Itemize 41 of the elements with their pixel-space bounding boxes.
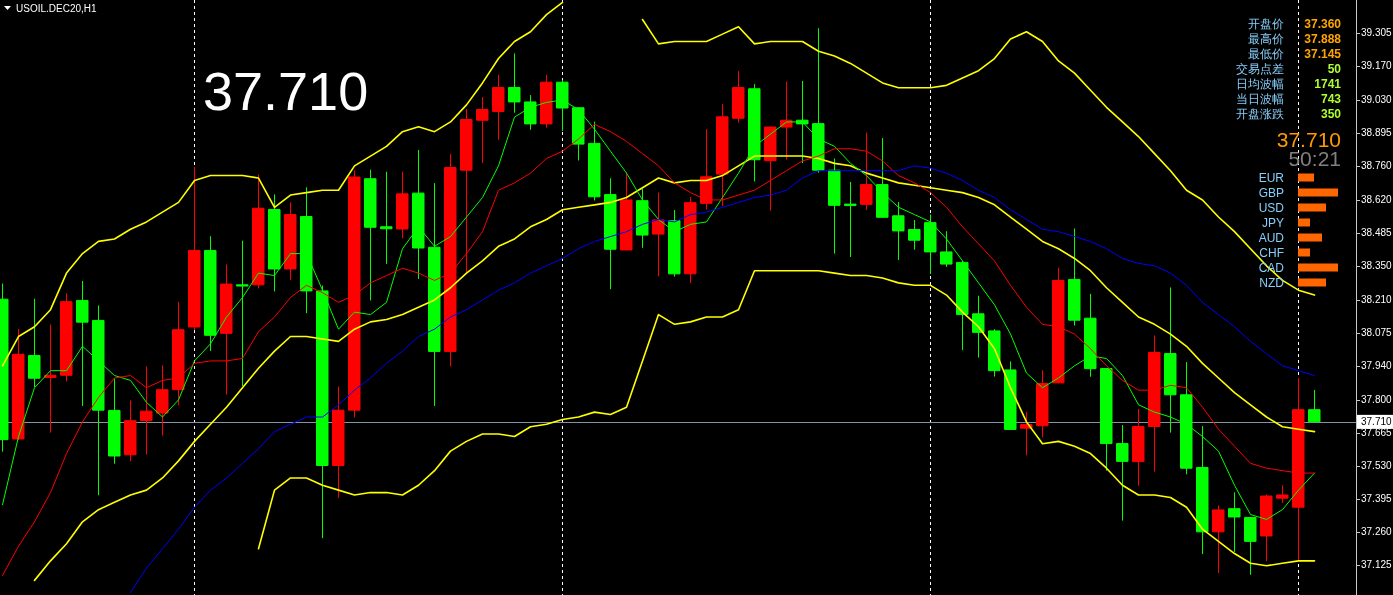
y-tick-label: 38.075 <box>1361 327 1392 339</box>
annotation: 最低价 <box>1248 47 1284 61</box>
annotation: 开盘价 <box>1248 17 1284 31</box>
annotation: 日均波幅 <box>1236 77 1284 91</box>
annotation: 50 <box>1327 62 1341 76</box>
category-label: GBP <box>1258 186 1284 200</box>
y-tick-label: 37.395 <box>1361 493 1392 505</box>
y-tick-label: 38.485 <box>1361 227 1392 239</box>
annotation: 开盘涨跌 <box>1236 107 1284 121</box>
y-tick-label: 39.305 <box>1361 27 1392 39</box>
y-tick-label: 37.260 <box>1361 526 1392 538</box>
annotation: 743 <box>1320 92 1341 106</box>
title: USOIL.DEC20,H1 <box>16 3 97 14</box>
y-tick-label: 37.530 <box>1361 460 1392 472</box>
annotation: 350 <box>1320 107 1341 121</box>
category-label: NZD <box>1259 276 1284 290</box>
category-label: EUR <box>1258 171 1284 185</box>
y-tick-label: 38.760 <box>1361 160 1392 172</box>
annotation: 37.710 <box>203 61 369 121</box>
y-tick-label: 37.665 <box>1361 427 1392 439</box>
category-label: JPY <box>1262 216 1284 230</box>
y-tick-label: 37.940 <box>1361 360 1392 372</box>
y-tick-label: 39.170 <box>1361 60 1392 72</box>
category-label: CHF <box>1259 246 1284 260</box>
annotation: 37.145 <box>1304 47 1341 61</box>
annotation: 交易点差 <box>1236 62 1284 76</box>
y-tick-label: 37.125 <box>1361 559 1392 570</box>
category-label: USD <box>1258 201 1284 215</box>
annotation: 最高价 <box>1248 32 1284 46</box>
annotation: 37.360 <box>1304 17 1341 31</box>
y-tick-label: 39.030 <box>1361 94 1392 106</box>
y-tick-label: 38.620 <box>1361 194 1392 206</box>
y-tick-label: 38.210 <box>1361 294 1392 306</box>
category-label: AUD <box>1258 231 1284 245</box>
annotation: 1741 <box>1314 77 1341 91</box>
y-tick-label: 38.350 <box>1361 260 1392 272</box>
y-tick-label: 37.800 <box>1361 394 1392 406</box>
annotation: 当日波幅 <box>1236 92 1284 106</box>
y-tick-label: 38.895 <box>1361 127 1392 139</box>
ref-line-label: 37.710 <box>1361 416 1392 428</box>
annotation: 37.888 <box>1304 32 1341 46</box>
